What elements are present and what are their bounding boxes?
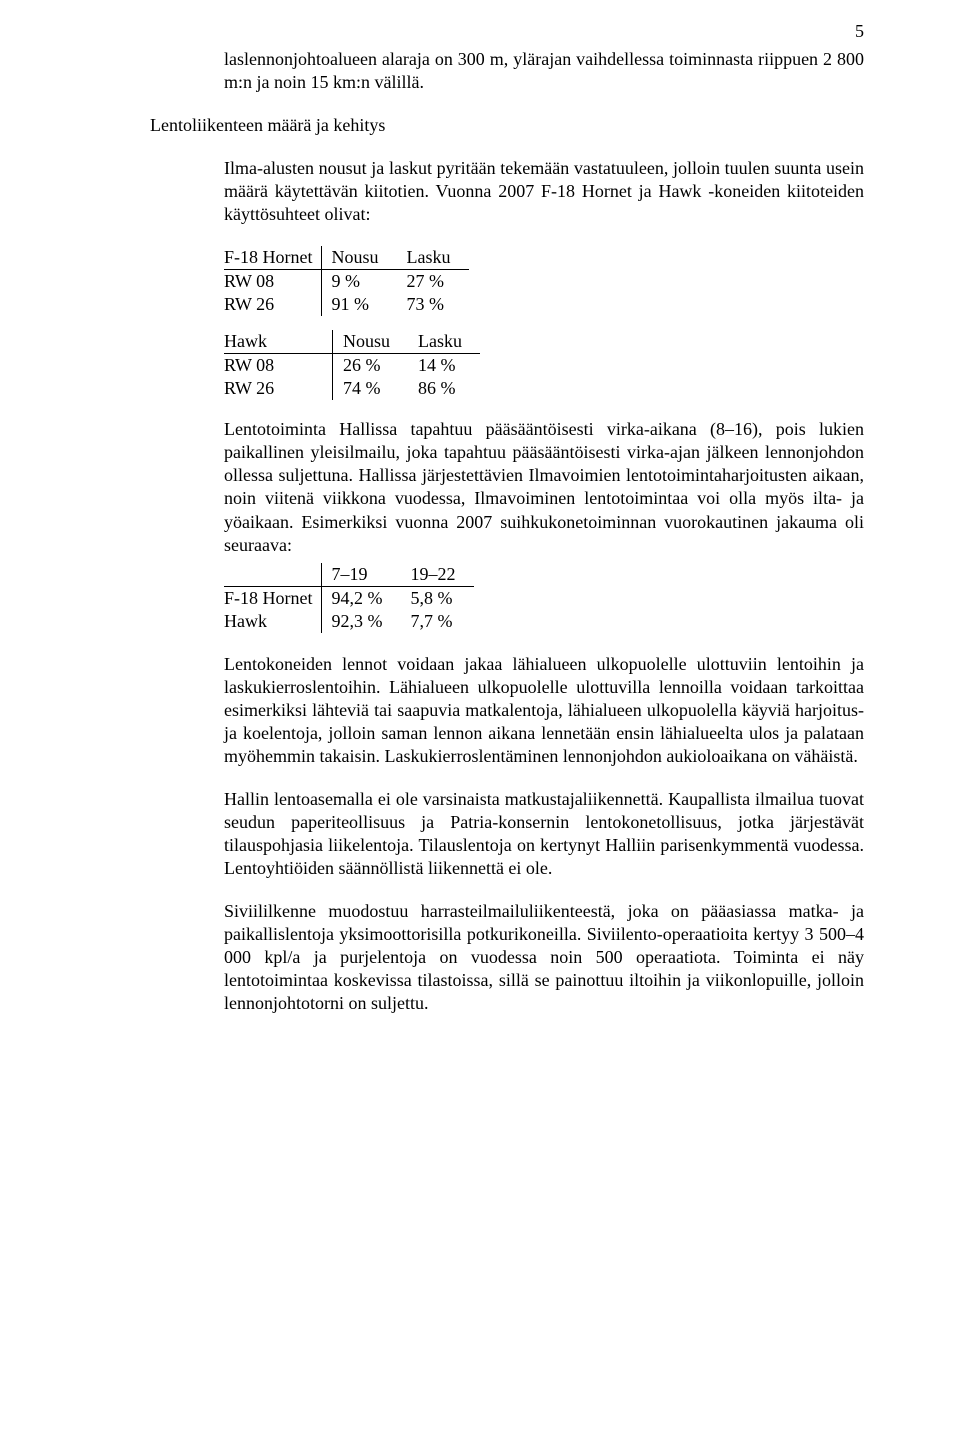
table-cell: 5,8 % [401, 586, 474, 610]
table-row: F-18 Hornet [224, 586, 321, 610]
table-time-col2: 19–22 [401, 563, 474, 587]
table-cell: 27 % [397, 270, 469, 294]
table-row: RW 26 [224, 293, 321, 316]
paragraph-2: Lentotoiminta Hallissa tapahtuu pääsäänt… [224, 418, 864, 556]
table-cell: 86 % [408, 377, 480, 400]
table-hawk-label: Hawk [224, 330, 333, 354]
section-heading: Lentoliikenteen määrä ja kehitys [150, 114, 864, 137]
table-cell: 26 % [333, 354, 409, 378]
table-cell: 91 % [321, 293, 397, 316]
table-f18-col1: Nousu [321, 246, 397, 270]
table-hawk-col1: Nousu [333, 330, 409, 354]
table-row: RW 26 [224, 377, 333, 400]
intro-paragraph: laslennonjohtoalueen alaraja on 300 m, y… [224, 48, 864, 94]
table-hawk-col2: Lasku [408, 330, 480, 354]
table-cell: 7,7 % [401, 610, 474, 633]
paragraph-3: Lentokoneiden lennot voidaan jakaa lähia… [224, 653, 864, 768]
paragraph-1: Ilma-alusten nousut ja laskut pyritään t… [224, 157, 864, 226]
table-time-blank [224, 563, 321, 587]
table-row: Hawk [224, 610, 321, 633]
table-f18-label: F-18 Hornet [224, 246, 321, 270]
table-time-col1: 7–19 [321, 563, 401, 587]
table-cell: 92,3 % [321, 610, 401, 633]
page-number: 5 [855, 20, 864, 43]
table-f18: F-18 Hornet Nousu Lasku RW 08 9 % 27 % R… [224, 246, 469, 316]
table-cell: 73 % [397, 293, 469, 316]
paragraph-5: Siviililkenne muodostuu harrasteilmailul… [224, 900, 864, 1015]
table-hawk: Hawk Nousu Lasku RW 08 26 % 14 % RW 26 7… [224, 330, 480, 400]
table-cell: 94,2 % [321, 586, 401, 610]
table-cell: 9 % [321, 270, 397, 294]
table-cell: 14 % [408, 354, 480, 378]
table-f18-col2: Lasku [397, 246, 469, 270]
document-page: 5 laslennonjohtoalueen alaraja on 300 m,… [0, 0, 960, 1438]
paragraph-4: Hallin lentoasemalla ei ole varsinaista … [224, 788, 864, 880]
table-row: RW 08 [224, 354, 333, 378]
table-time: 7–19 19–22 F-18 Hornet 94,2 % 5,8 % Hawk… [224, 563, 474, 633]
table-cell: 74 % [333, 377, 409, 400]
table-row: RW 08 [224, 270, 321, 294]
